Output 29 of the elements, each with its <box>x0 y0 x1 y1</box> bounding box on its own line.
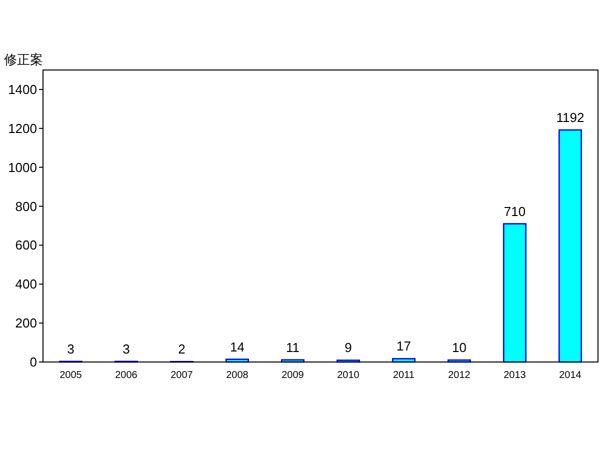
data-label: 14 <box>230 339 244 354</box>
y-tick-label: 1400 <box>8 82 37 97</box>
data-label: 9 <box>344 340 352 356</box>
x-tick-label: 2013 <box>504 370 526 381</box>
x-tick-label: 2008 <box>226 370 249 381</box>
y-tick-label: 200 <box>15 316 37 331</box>
y-tick-label: 1000 <box>8 160 37 175</box>
y-tick-label: 1200 <box>8 120 37 136</box>
x-tick-label: 2009 <box>282 370 304 381</box>
data-label: 17 <box>396 338 411 354</box>
data-label: 1192 <box>556 110 584 125</box>
x-tick-label: 2005 <box>60 370 82 381</box>
y-tick-label: 600 <box>15 238 37 253</box>
y-tick-label: 800 <box>15 198 37 214</box>
data-label: 11 <box>286 340 300 355</box>
data-label: 3 <box>67 341 74 356</box>
data-label: 3 <box>122 341 130 356</box>
y-tick-label: 400 <box>15 276 37 292</box>
x-tick-label: 2010 <box>337 370 360 381</box>
x-tick-label: 2007 <box>170 370 194 381</box>
y-tick-label: 0 <box>30 354 37 370</box>
x-tick-label: 2014 <box>559 370 582 381</box>
data-label: 710 <box>504 204 526 219</box>
x-tick-label: 2012 <box>448 370 471 381</box>
data-label: 2 <box>178 342 186 357</box>
x-tick-label: 2011 <box>392 370 415 381</box>
x-tick-label: 2006 <box>115 370 138 381</box>
y-axis-title: 修正案 <box>4 52 43 67</box>
data-label: 10 <box>452 340 466 356</box>
